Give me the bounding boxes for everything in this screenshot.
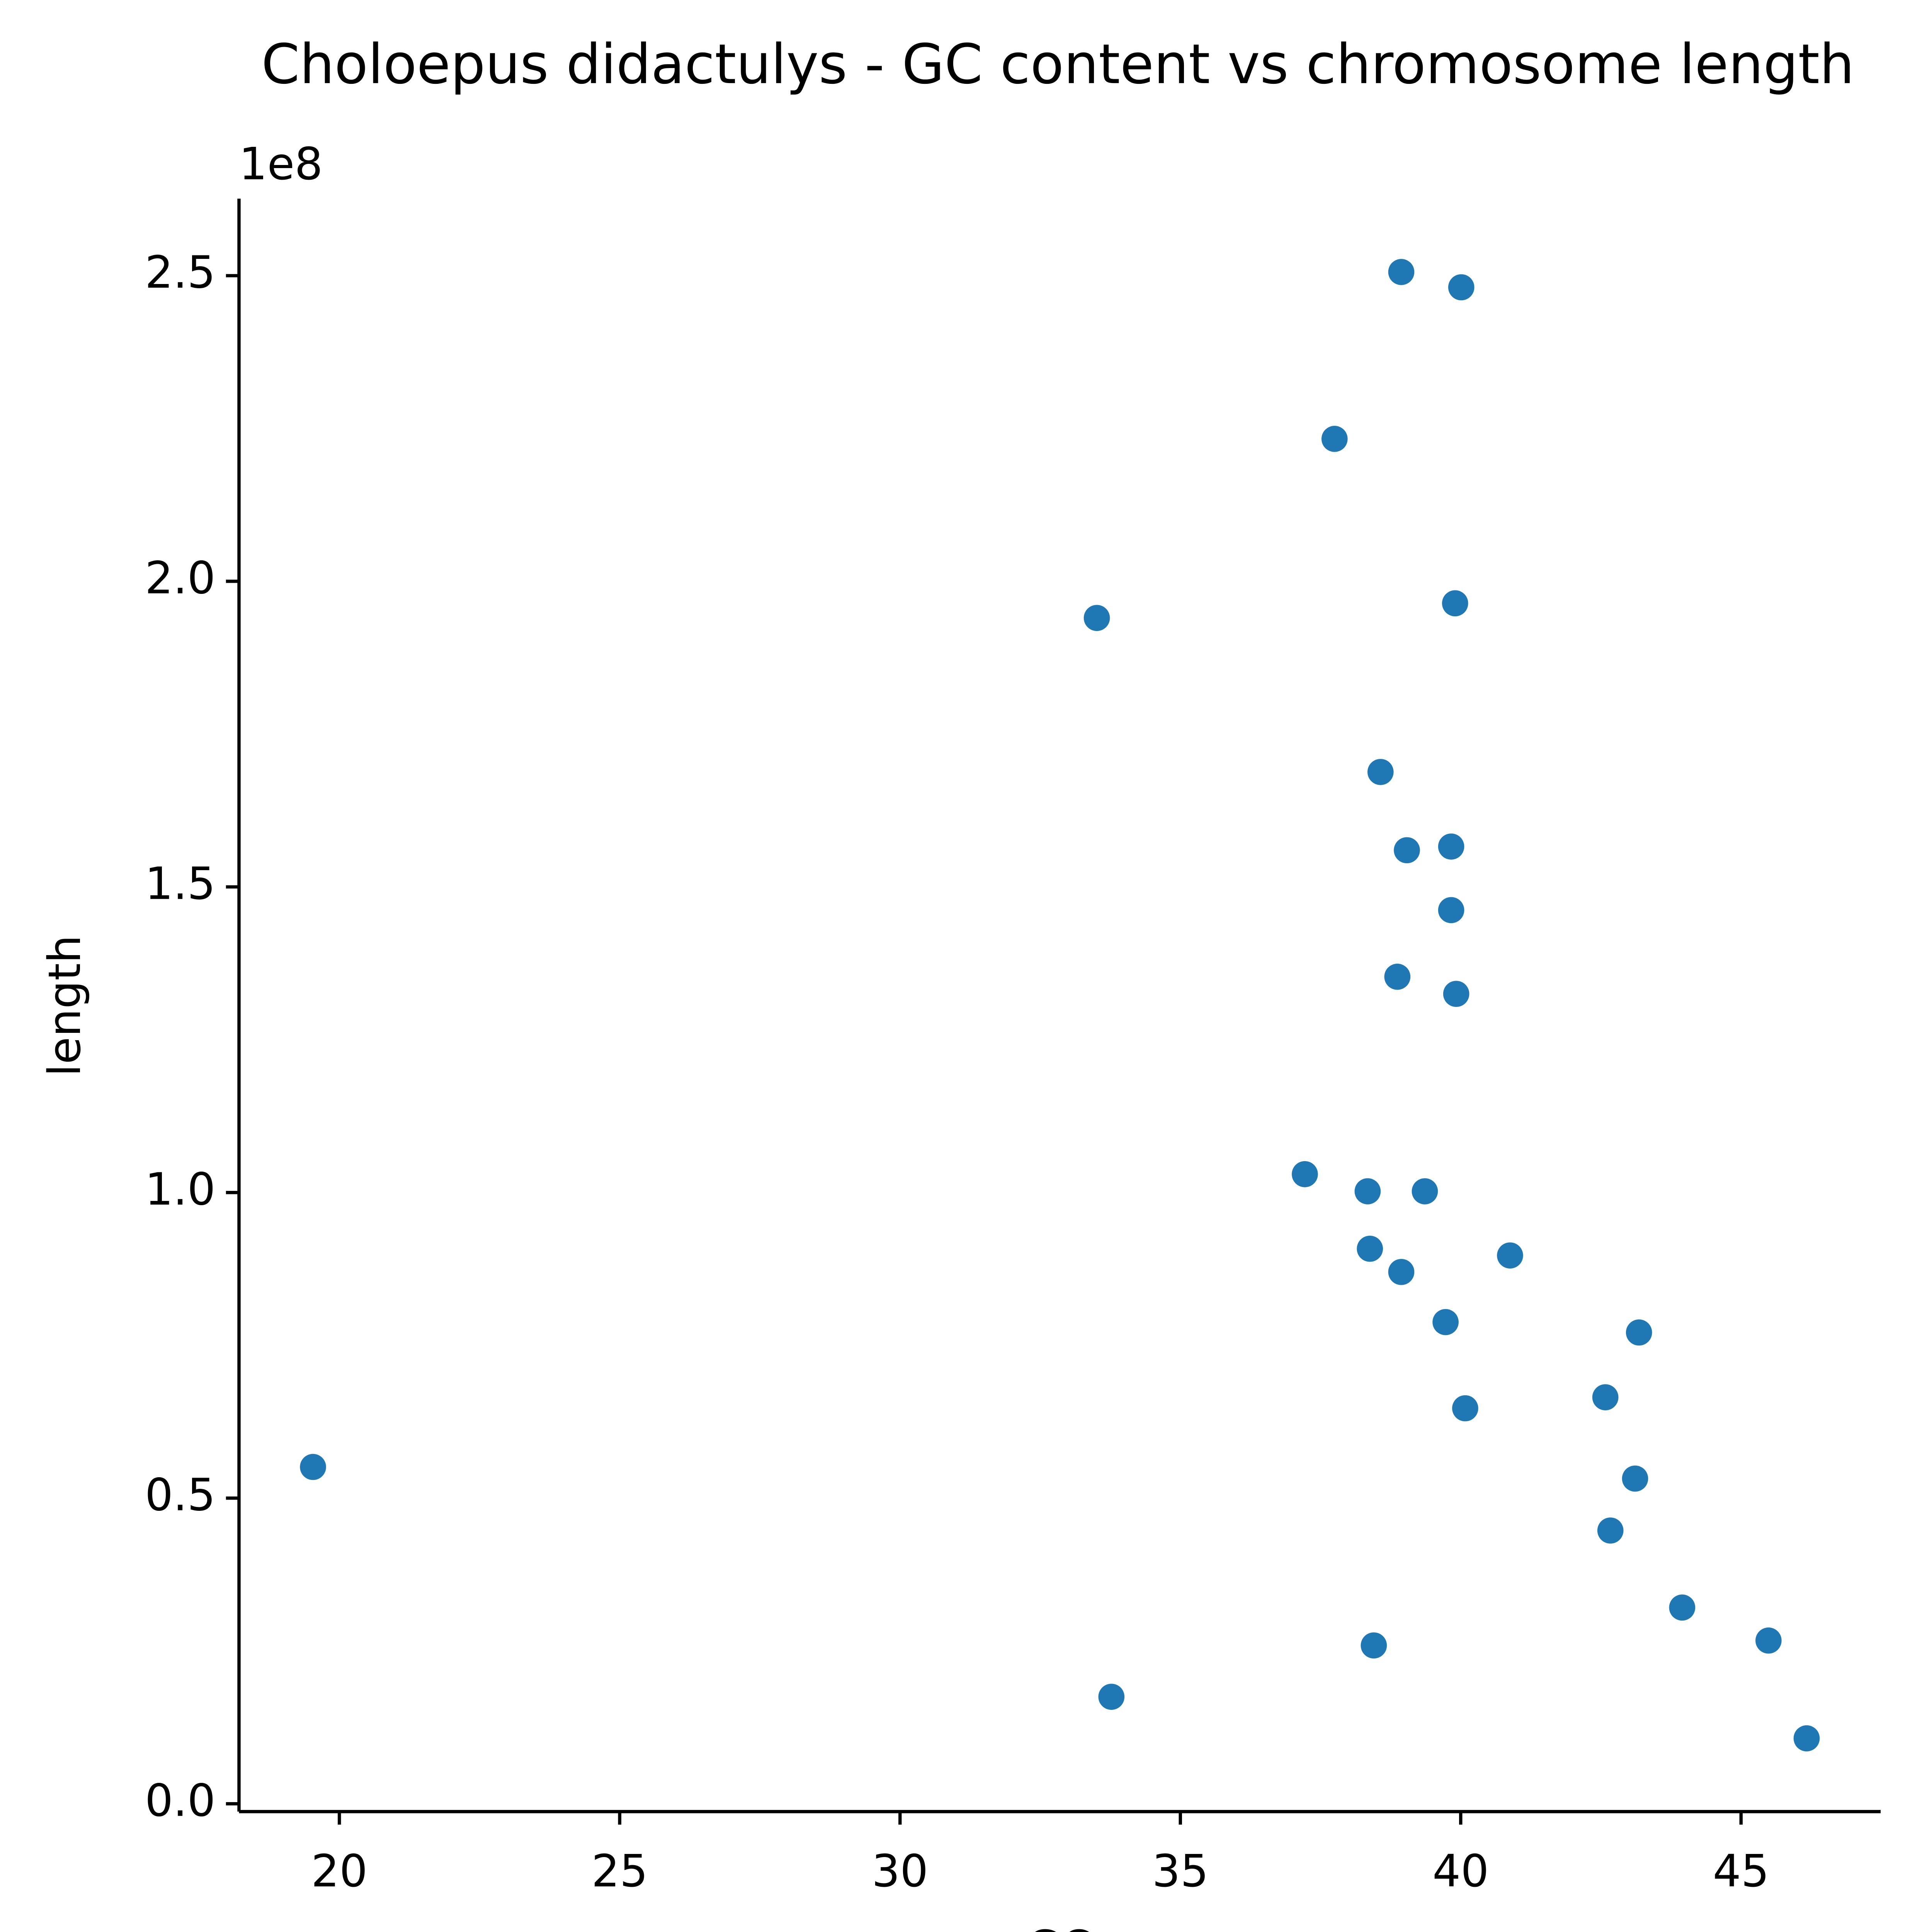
y-axis-label: length: [39, 935, 91, 1077]
y-tick-label: 2.5: [145, 247, 216, 299]
scatter-point: [1388, 259, 1415, 285]
scatter-point: [1083, 605, 1110, 631]
x-axis-label: GC: [1026, 1921, 1092, 1932]
scatter-point: [1367, 759, 1394, 785]
y-tick-label: 0.0: [145, 1775, 216, 1827]
scatter-point: [1321, 425, 1348, 452]
scatter-point: [1432, 1309, 1459, 1335]
scatter-point: [1438, 833, 1464, 860]
scatter-point: [1354, 1178, 1381, 1204]
scatter-point: [1448, 274, 1475, 301]
scatter-point: [1357, 1235, 1383, 1262]
x-tick-label: 25: [592, 1845, 648, 1897]
y-tick-label: 0.5: [145, 1469, 216, 1521]
scatter-point: [1438, 897, 1464, 923]
x-tick-label: 35: [1152, 1845, 1209, 1897]
scatter-point: [1597, 1517, 1624, 1544]
x-tick-label: 30: [872, 1845, 928, 1897]
scatter-point: [1626, 1319, 1652, 1346]
scatter-point: [1442, 590, 1468, 617]
scatter-point: [1384, 964, 1411, 990]
scatter-point: [1452, 1395, 1478, 1422]
chart-title: Choloepus didactulys - GC content vs chr…: [261, 32, 1854, 96]
scatter-point: [300, 1454, 326, 1480]
y-tick-label: 1.0: [145, 1163, 216, 1215]
y-tick-label: 2.0: [145, 553, 216, 604]
scatter-point: [1443, 981, 1469, 1007]
scatter-point: [1669, 1594, 1696, 1621]
scatter-point: [1098, 1684, 1125, 1710]
y-offset-label: 1e8: [239, 138, 323, 190]
x-tick-label: 40: [1432, 1845, 1489, 1897]
scatter-point: [1394, 837, 1420, 864]
scatter-point: [1793, 1725, 1820, 1752]
x-tick-label: 20: [311, 1845, 367, 1897]
scatter-point: [1592, 1384, 1619, 1410]
scatter-point: [1755, 1627, 1782, 1654]
scatter-point: [1361, 1632, 1387, 1659]
scatter-point: [1388, 1259, 1415, 1285]
scatter-point: [1292, 1161, 1318, 1187]
x-tick-label: 45: [1713, 1845, 1769, 1897]
scatter-point: [1497, 1242, 1523, 1269]
scatter-point: [1412, 1178, 1438, 1204]
scatter-point: [1622, 1465, 1648, 1492]
y-tick-label: 1.5: [145, 858, 216, 910]
